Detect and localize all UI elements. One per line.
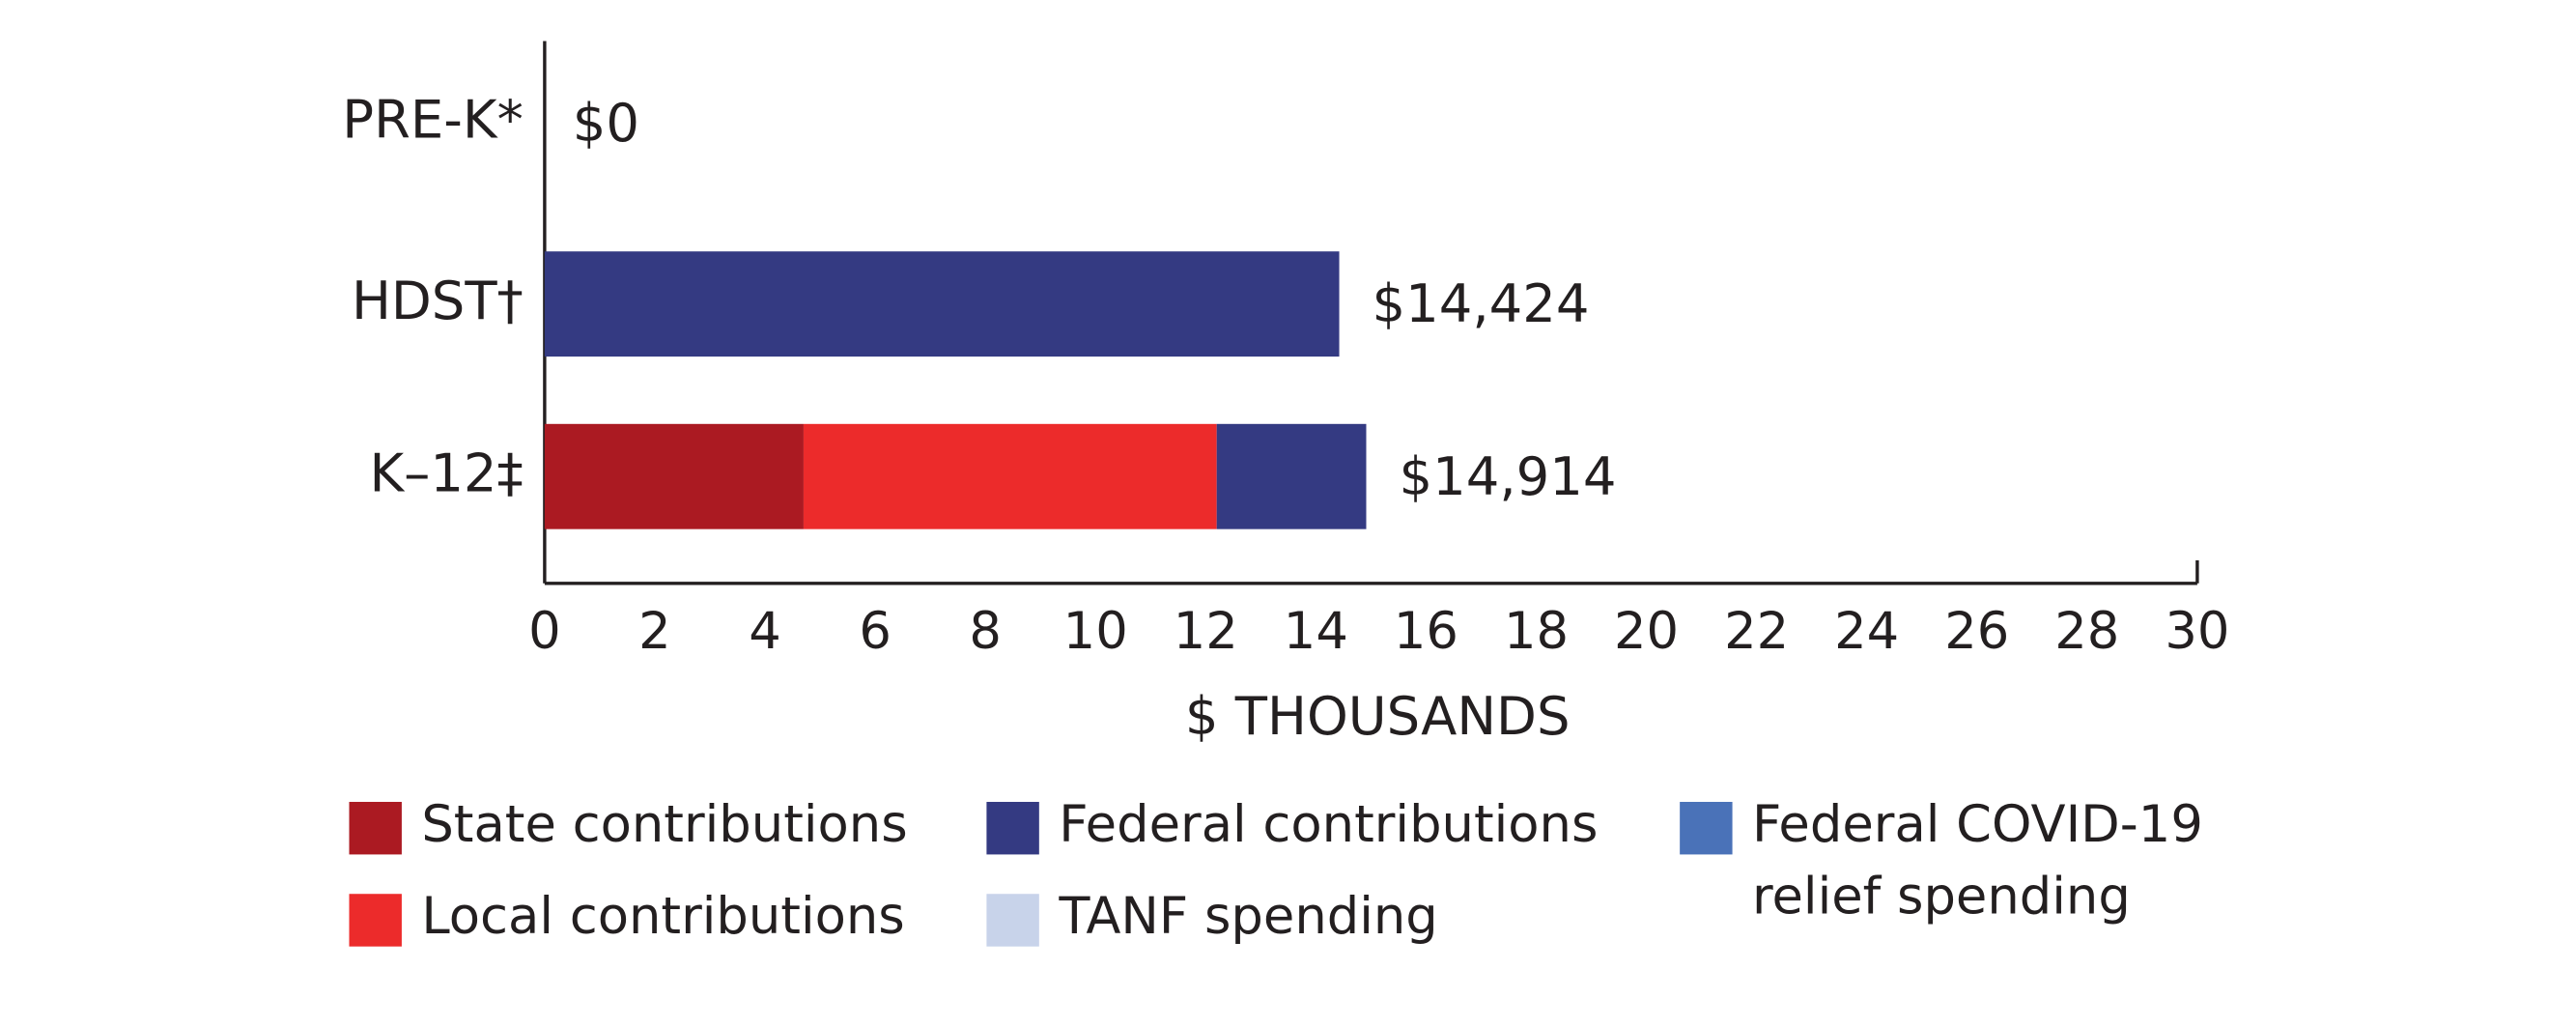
y-tick-label: K–12‡ [369,442,523,503]
legend-label: Local contributions [421,887,905,947]
bar-segment [544,251,1340,357]
legend-item: Federal contributions [1059,795,1599,855]
x-tick-label: 20 [1614,602,1679,661]
legend-label: Federal contributions [1059,795,1599,855]
x-tick-label: 4 [749,602,781,661]
x-axis-label: $ THOUSANDS [1185,685,1571,747]
legend-swatch [349,801,402,855]
x-tick-label: 28 [2054,602,2119,661]
y-tick-label: PRE-K* [342,89,524,151]
value-label: $14,424 [1373,272,1590,334]
x-tick-label: 2 [638,602,671,661]
legend-item: TANF spending [1059,887,1438,947]
x-tick-label: 0 [528,602,561,661]
legend-swatch [1680,801,1733,855]
x-tick-label: 12 [1174,602,1238,661]
legend-label: State contributions [421,795,908,855]
legend-item: Federal COVID-19 relief spending [1751,795,2203,927]
bar-segment [803,423,1217,529]
legend-label: TANF spending [1059,887,1438,947]
legend-item: State contributions [421,795,908,855]
x-tick-label: 16 [1394,602,1458,661]
x-tick-label: 26 [1944,602,2009,661]
value-label: $14,914 [1400,445,1617,507]
legend-item: Local contributions [421,887,905,947]
bar-segment [544,423,804,529]
x-tick-label: 14 [1284,602,1348,661]
x-tick-label: 24 [1834,602,1899,661]
y-tick-label: HDST† [352,270,524,331]
legend-swatch [986,894,1039,947]
legend-label: Federal COVID-19 relief spending [1751,795,2203,927]
x-tick-label: 30 [2165,602,2229,661]
x-tick-label: 18 [1504,602,1569,661]
legend-swatch [349,894,402,947]
legend-swatch [986,801,1039,855]
value-label: $0 [573,92,639,154]
x-tick-label: 22 [1724,602,1789,661]
x-tick-label: 6 [859,602,892,661]
x-tick-label: 8 [969,602,1002,661]
x-tick-label: 10 [1063,602,1128,661]
bar-segment [1216,423,1367,529]
